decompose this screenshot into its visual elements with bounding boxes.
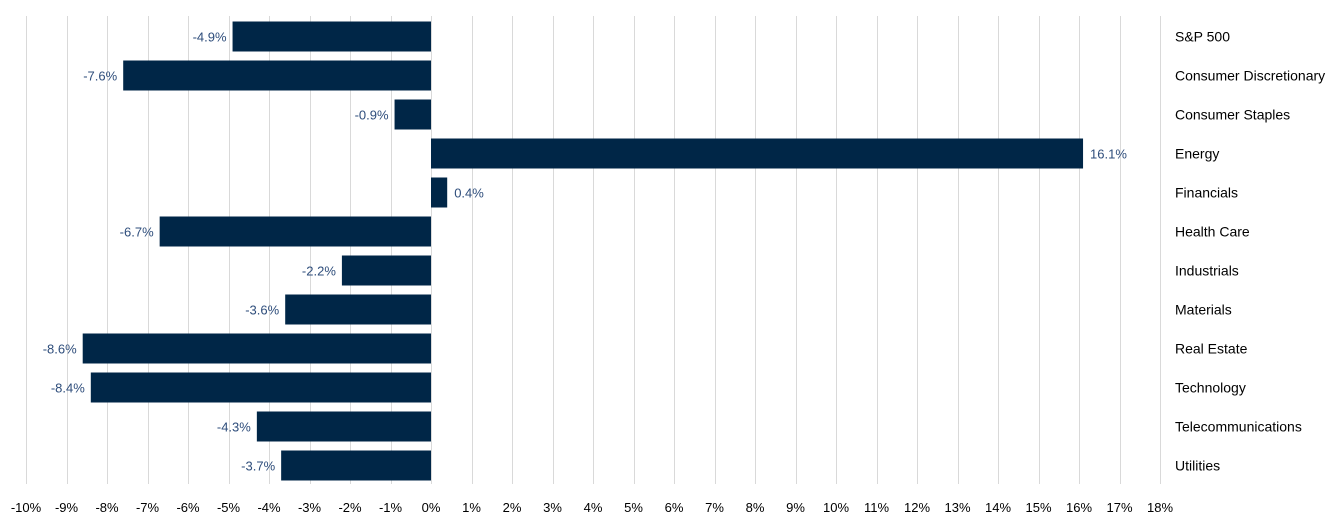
x-tick-label: 17% [1106, 500, 1132, 515]
bar-telecommunications [256, 411, 431, 442]
x-tick-label: 7% [705, 500, 724, 515]
x-tick-label: -4% [257, 500, 281, 515]
bar-consumer-discretionary [123, 60, 431, 91]
bar-sandp-500 [232, 21, 431, 52]
category-label-consumer-discretionary: Consumer Discretionary [1175, 68, 1325, 84]
x-tick-label: -7% [136, 500, 160, 515]
data-label-industrials: -2.2% [302, 264, 336, 279]
x-tick-label: 2% [503, 500, 522, 515]
data-label-health-care: -6.7% [120, 225, 154, 240]
x-tick-label: 10% [823, 500, 849, 515]
data-label-real-estate: -8.6% [43, 342, 77, 357]
category-label-utilities: Utilities [1175, 458, 1220, 474]
category-label-financials: Financials [1175, 185, 1238, 201]
x-tick-label: 1% [462, 500, 481, 515]
category-label-technology: Technology [1175, 380, 1246, 396]
bar-technology [90, 372, 432, 403]
data-label-financials: 0.4% [454, 186, 484, 201]
x-tick-label: -3% [298, 500, 322, 515]
category-label-health-care: Health Care [1175, 224, 1250, 240]
data-labels: -4.9% -7.6% -0.9% 16.1% 0.4% -6.7% -2.2% -3.6% -… [43, 30, 1128, 474]
x-axis-tick-labels: -10% -9% -8% -7% -6% -5% -4% -3% -2% -1% 0% 1% 2% 3% 4… [11, 500, 1174, 515]
category-label-energy: Energy [1175, 146, 1219, 162]
data-label-materials: -3.6% [245, 303, 279, 318]
bar-financials [431, 177, 448, 208]
x-tick-label: 9% [786, 500, 805, 515]
category-label-sandp-500: S&P 500 [1175, 29, 1230, 45]
x-tick-label: 14% [985, 500, 1011, 515]
data-label-utilities: -3.7% [241, 459, 275, 474]
x-tick-label: -10% [11, 500, 42, 515]
x-tick-label: -6% [176, 500, 200, 515]
x-tick-label: -5% [217, 500, 241, 515]
data-label-technology: -8.4% [51, 381, 85, 396]
bar-utilities [281, 450, 431, 481]
x-tick-label: 18% [1147, 500, 1173, 515]
x-tick-label: 12% [904, 500, 930, 515]
category-label-materials: Materials [1175, 302, 1232, 318]
gridlines [26, 16, 1161, 484]
bar-energy [431, 138, 1084, 169]
x-tick-label: 16% [1066, 500, 1092, 515]
x-tick-label: 4% [584, 500, 603, 515]
data-label-consumer-discretionary: -7.6% [83, 69, 117, 84]
bar-consumer-staples [394, 99, 431, 130]
x-tick-label: 13% [944, 500, 970, 515]
x-tick-label: 15% [1025, 500, 1051, 515]
bar-industrials [341, 255, 431, 286]
category-label-consumer-staples: Consumer Staples [1175, 107, 1290, 123]
x-tick-label: 5% [624, 500, 643, 515]
data-label-sandp-500: -4.9% [193, 30, 227, 45]
category-label-telecommunications: Telecommunications [1175, 419, 1302, 435]
category-label-industrials: Industrials [1175, 263, 1239, 279]
x-tick-label: -8% [95, 500, 119, 515]
bars [82, 21, 1084, 481]
x-tick-label: 11% [864, 500, 889, 515]
category-label-real-estate: Real Estate [1175, 341, 1248, 357]
bar-health-care [159, 216, 431, 247]
x-tick-label: 8% [746, 500, 765, 515]
data-label-telecommunications: -4.3% [217, 420, 251, 435]
category-labels: S&P 500 Consumer Discretionary Consumer St… [1175, 29, 1325, 474]
x-tick-label: 3% [543, 500, 562, 515]
data-label-consumer-staples: -0.9% [355, 108, 389, 123]
x-tick-label: 0% [422, 500, 441, 515]
bar-materials [285, 294, 431, 325]
x-tick-label: -9% [55, 500, 79, 515]
bar-real-estate [82, 333, 431, 364]
x-tick-label: -2% [338, 500, 362, 515]
x-tick-label: 6% [665, 500, 684, 515]
data-label-energy: 16.1% [1090, 147, 1127, 162]
x-tick-label: -1% [379, 500, 403, 515]
